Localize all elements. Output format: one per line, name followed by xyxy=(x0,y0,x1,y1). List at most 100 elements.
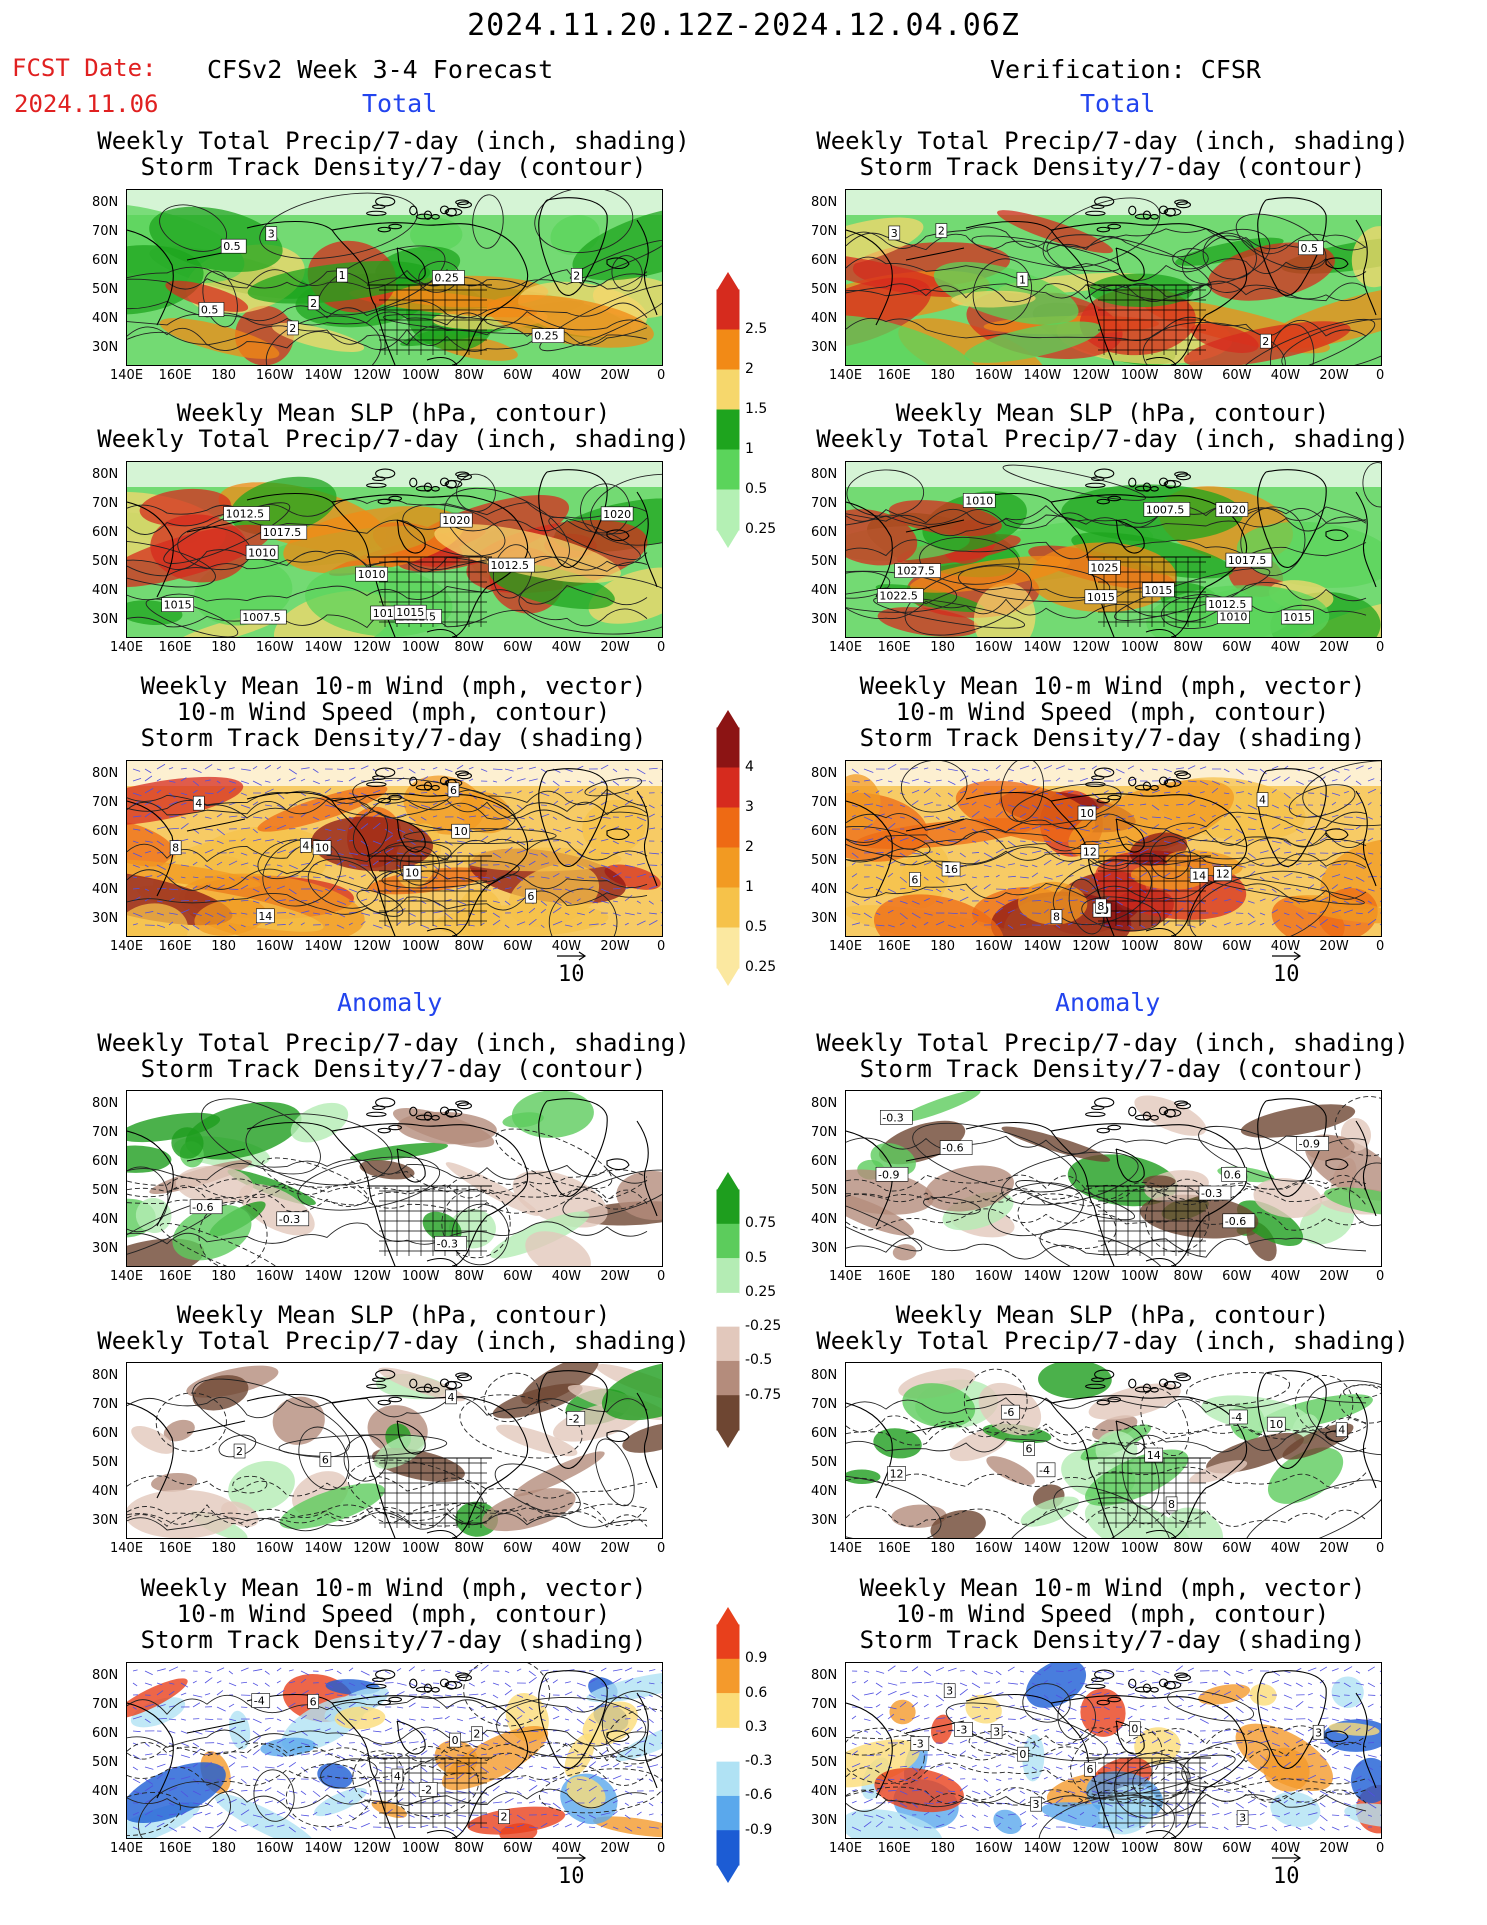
map-canvas-R4: -0.6 -0.3 -0.9 -0.6 -0.3 -0.9 0.6 xyxy=(846,1091,1381,1266)
contour-label-L3-7: 4 xyxy=(195,797,202,810)
contour-label-R1-0: 0.5 xyxy=(1300,242,1318,255)
lat-label: 80N xyxy=(92,1668,119,1683)
contour-label-L1-3: 0.25 xyxy=(534,330,559,343)
lat-label: 40N xyxy=(92,1484,119,1499)
lon-label: 20W xyxy=(600,1841,630,1856)
lon-label: 140E xyxy=(829,640,863,655)
lon-label: 0 xyxy=(657,368,666,383)
lon-label: 140E xyxy=(829,1269,863,1284)
vector-reference-arrow xyxy=(1272,1853,1302,1863)
lat-label: 50N xyxy=(811,1755,838,1770)
lon-label: 120W xyxy=(1072,1269,1110,1284)
lon-label: 0 xyxy=(1376,368,1385,383)
lat-label: 40N xyxy=(811,1784,838,1799)
contour-label-L2-9: 1012.5 xyxy=(226,508,265,521)
colorbar-anom_storm-label: 0.9 xyxy=(745,1650,768,1667)
lat-label: 70N xyxy=(811,1697,838,1712)
contour-label-L1-0: 3 xyxy=(268,228,275,241)
contour-label-L6-3: 6 xyxy=(310,1695,317,1708)
contour-label-R3-5: 4 xyxy=(1259,794,1266,807)
lon-label: 0 xyxy=(1376,939,1385,954)
lat-label: 60N xyxy=(811,824,838,839)
lon-label: 60W xyxy=(503,640,533,655)
lat-label: 40N xyxy=(811,311,838,326)
lat-label: 60N xyxy=(811,1726,838,1741)
date-range-title: 2024.11.20.12Z-2024.12.04.06Z xyxy=(467,8,1020,43)
lat-label: 50N xyxy=(92,282,119,297)
contour-label-R6-1: 3 xyxy=(946,1685,953,1698)
right-total-label: Total xyxy=(1080,89,1156,118)
lon-label: 100W xyxy=(1120,640,1159,655)
contour-label-R2-5: 1010 xyxy=(1219,611,1247,624)
lon-label: 20W xyxy=(1319,1541,1349,1556)
contour-label-L2-3: 1015 xyxy=(396,606,424,619)
contour-label-R2-11: 1022.5 xyxy=(879,590,918,603)
map-canvas-R6: 0 3 3 0 3 -3 3 -3 6 3 xyxy=(846,1663,1381,1838)
lat-label: 70N xyxy=(92,1697,119,1712)
contour-label-L3-8: 10 xyxy=(405,867,419,880)
lon-label: 160E xyxy=(877,640,911,655)
contour-label-L6-0: 0 xyxy=(452,1734,459,1747)
map-panel-L2: 1022.51017.5101510151012.51017.510201007… xyxy=(126,461,663,638)
contour-label-R4-6: 0.6 xyxy=(1224,1168,1242,1181)
contour-label-R5-4: 6 xyxy=(1026,1443,1033,1456)
lon-label: 20W xyxy=(600,1269,630,1284)
panel-L6-title-line-2: 10-m Wind Speed (mph, contour) xyxy=(176,1600,611,1628)
lon-label: 120W xyxy=(353,1269,391,1284)
contour-label-R6-3: 0 xyxy=(1131,1723,1138,1736)
lon-label: 180 xyxy=(211,939,237,954)
colorbar-total_storm-label: 4 xyxy=(745,759,754,775)
panel-R5-title-line-1: Weekly Mean SLP (hPa, contour) xyxy=(895,1301,1330,1329)
lat-label: 50N xyxy=(811,1455,838,1470)
map-canvas-R5: 12 14 8 10 6 4 -4 -6 -4 xyxy=(846,1363,1381,1538)
contour-label-R2-10: 1007.5 xyxy=(1146,503,1185,516)
lon-label: 180 xyxy=(211,640,237,655)
colorbar-total_storm-label: 3 xyxy=(745,799,754,815)
contour-label-R3-6: 12 xyxy=(1216,868,1230,881)
panel-R6-title-line-3: Storm Track Density/7-day (shading) xyxy=(859,1626,1366,1654)
lon-label: 80W xyxy=(454,1541,484,1556)
lat-label: 30N xyxy=(811,1813,838,1828)
contour-label-L2-10: 1010 xyxy=(248,546,276,559)
lat-label: 70N xyxy=(811,1125,838,1140)
vector-reference-label: 10 xyxy=(1273,1864,1300,1889)
contour-label-R5-5: 4 xyxy=(1338,1424,1345,1437)
lon-label: 40W xyxy=(551,1541,582,1556)
colorbar-anom_precip-label: 0.75 xyxy=(745,1215,777,1232)
contour-label-L3-6: 6 xyxy=(450,784,457,797)
lat-label: 70N xyxy=(92,224,119,239)
lon-label: 140W xyxy=(304,939,343,954)
panel-L3-title-line-2: 10-m Wind Speed (mph, contour) xyxy=(176,698,611,726)
lon-label: 160W xyxy=(974,939,1013,954)
contour-label-R1-4: 2 xyxy=(1262,335,1269,348)
lon-label: 140E xyxy=(829,1841,863,1856)
lon-label: 180 xyxy=(930,1541,956,1556)
lon-label: 140W xyxy=(1023,939,1062,954)
lat-label: 60N xyxy=(92,1426,119,1441)
lon-label: 0 xyxy=(1376,640,1385,655)
vector-reference-arrow xyxy=(1272,951,1302,961)
lat-label: 80N xyxy=(92,766,119,781)
lon-label: 100W xyxy=(401,368,440,383)
contour-label-R4-5: -0.9 xyxy=(1299,1138,1320,1151)
lon-label: 20W xyxy=(1319,640,1349,655)
contour-label-R2-6: 1012.5 xyxy=(1208,598,1247,611)
lon-label: 140W xyxy=(304,640,343,655)
contour-label-L1-5: 0.5 xyxy=(223,240,241,253)
lat-label: 70N xyxy=(92,1397,119,1412)
contour-label-L3-4: 10 xyxy=(315,842,329,855)
contour-label-L5-0: 6 xyxy=(322,1453,329,1466)
lon-label: 100W xyxy=(401,1841,440,1856)
contour-label-L6-6: 2 xyxy=(473,1728,480,1741)
lon-label: 80W xyxy=(454,368,484,383)
lon-label: 100W xyxy=(401,939,440,954)
colorbar-anom_precip-label: -0.25 xyxy=(745,1318,782,1335)
vector-reference-label: 10 xyxy=(558,1864,585,1889)
contour-label-R2-7: 1015 xyxy=(1144,584,1172,597)
contour-label-L2-5: 1017.5 xyxy=(263,526,302,539)
lon-label: 40W xyxy=(1270,368,1301,383)
contour-label-L1-2: 1 xyxy=(339,269,346,282)
lon-label: 140W xyxy=(304,1841,343,1856)
lat-label: 70N xyxy=(92,795,119,810)
lon-label: 0 xyxy=(1376,1841,1385,1856)
